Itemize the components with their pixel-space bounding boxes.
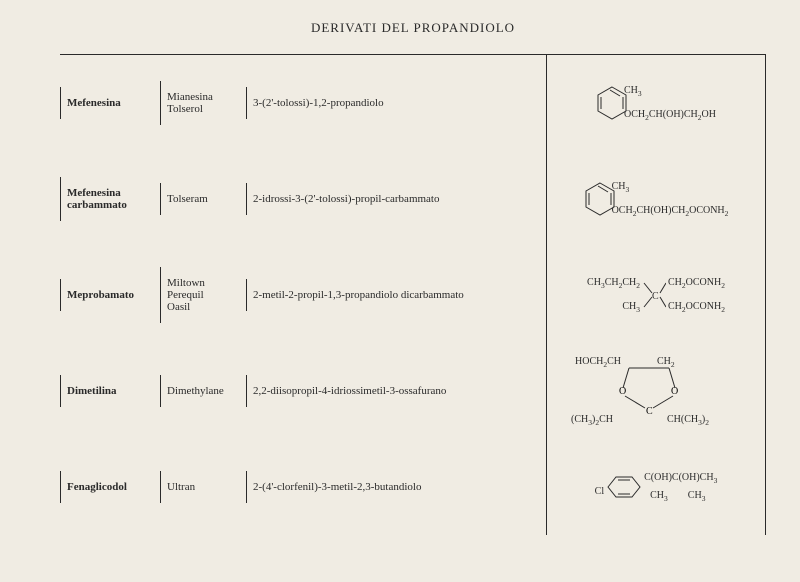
generic-name: Mefenesina bbox=[60, 87, 160, 119]
table-row: Fenaglicodol Ultran 2-(4'-clorfenil)-3-m… bbox=[60, 439, 766, 535]
branch: CH2OCONH2 bbox=[668, 275, 725, 291]
structure-cell: CH3 OCH2CH(OH)CH2OH bbox=[546, 55, 766, 151]
ring-label: HOCH2CH bbox=[575, 354, 621, 370]
structure-cell: CH3CH2CH2 CH3 C CH2OCONH2 CH2OCONH2 bbox=[546, 247, 766, 343]
chemical-name: 2-metil-2-propil-1,3-propandiolo dicarba… bbox=[246, 279, 546, 311]
benzene-ring-icon bbox=[606, 474, 642, 500]
generic-name: Meprobamato bbox=[60, 279, 160, 311]
substituent: CH3 bbox=[624, 83, 642, 99]
brand-names: MiltownPerequilOasil bbox=[160, 267, 246, 323]
svg-text:O: O bbox=[619, 386, 626, 397]
table-row: Dimetilina Dimethylane 2,2-diisopropil-4… bbox=[60, 343, 766, 439]
substituent: C(OH)C(OH)CH3 bbox=[644, 470, 717, 486]
derivatives-table: Mefenesina MianesinaTolserol 3-(2'-tolos… bbox=[60, 54, 766, 535]
brand-names: Tolseram bbox=[160, 183, 246, 215]
brand-names: MianesinaTolserol bbox=[160, 81, 246, 125]
chemical-name: 2-(4'-clorfenil)-3-metil-2,3-butandiolo bbox=[246, 471, 546, 503]
chemical-name: 2,2-diisopropil-4-idriossimetil-3-ossafu… bbox=[246, 375, 546, 407]
branch: CH3 bbox=[622, 299, 640, 315]
page-title: DERIVATI DEL PROPANDIOLO bbox=[60, 20, 766, 36]
substituent: CH3 bbox=[650, 488, 668, 504]
substituent: CH3 bbox=[612, 179, 630, 195]
table-row: Mefenesinacarbammato Tolseram 2-idrossi-… bbox=[60, 151, 766, 247]
svg-text:C: C bbox=[652, 291, 659, 302]
structure-cell: HOCH2CH CH2 O O C (CH3)2CH CH(CH3)2 bbox=[546, 343, 766, 439]
brand-names: Dimethylane bbox=[160, 375, 246, 407]
svg-text:C: C bbox=[646, 406, 653, 414]
structure-cell: CH3 OCH2CH(OH)CH2OCONH2 bbox=[546, 151, 766, 247]
chemical-name: 2-idrossi-3-(2'-tolossi)-propil-carbamma… bbox=[246, 183, 546, 215]
structure-cell: Cl C(OH)C(OH)CH3 CH3 CH3 bbox=[546, 439, 766, 535]
substituent: Cl bbox=[595, 484, 604, 500]
ring-label: CH(CH3)2 bbox=[667, 412, 709, 428]
chemical-name: 3-(2'-tolossi)-1,2-propandiolo bbox=[246, 87, 546, 119]
generic-name: Mefenesinacarbammato bbox=[60, 177, 160, 221]
svg-text:O: O bbox=[671, 386, 678, 397]
ring-label: (CH3)2CH bbox=[571, 412, 613, 428]
substituent: OCH2CH(OH)CH2OCONH2 bbox=[612, 203, 729, 219]
substituent: OCH2CH(OH)CH2OH bbox=[624, 107, 716, 123]
table-row: Meprobamato MiltownPerequilOasil 2-metil… bbox=[60, 247, 766, 343]
carbon-center-icon: C bbox=[642, 275, 666, 315]
brand-names: Ultran bbox=[160, 471, 246, 503]
dioxolane-ring-icon: O O C bbox=[619, 364, 679, 414]
branch: CH3CH2CH2 bbox=[587, 275, 640, 291]
table-row: Mefenesina MianesinaTolserol 3-(2'-tolos… bbox=[60, 55, 766, 151]
branch: CH2OCONH2 bbox=[668, 299, 725, 315]
generic-name: Fenaglicodol bbox=[60, 471, 160, 503]
generic-name: Dimetilina bbox=[60, 375, 160, 407]
substituent: CH3 bbox=[688, 488, 706, 504]
